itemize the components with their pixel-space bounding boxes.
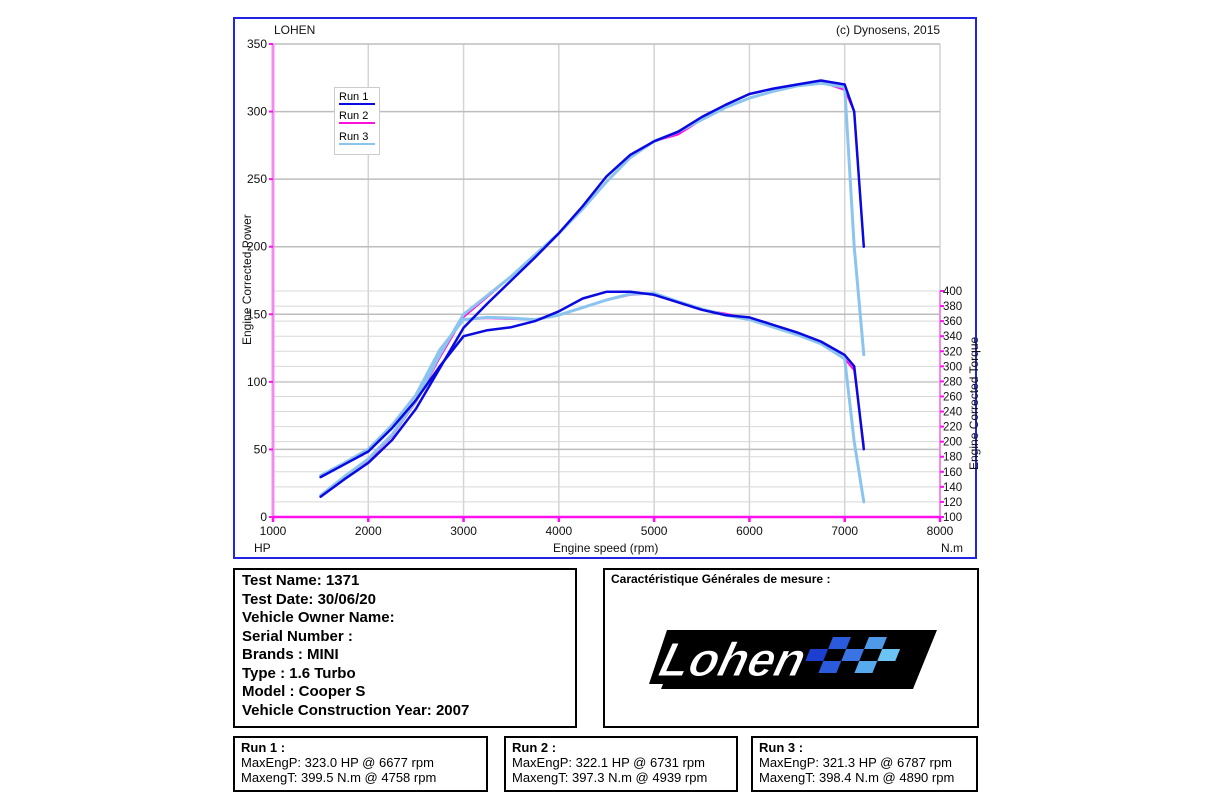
x-tick-label: 3000: [450, 524, 477, 538]
run-3-max-torque: MaxengT: 398.4 N.m @ 4890 rpm: [759, 770, 955, 785]
serial-number: Serial Number :: [242, 627, 353, 645]
y-left-tick-label: 0: [260, 510, 267, 524]
x-tick-label: 2000: [355, 524, 382, 538]
y-right-tick-label: 120: [943, 497, 962, 509]
x-tick-label: 1000: [260, 524, 287, 538]
y-right-tick-label: 240: [943, 407, 962, 419]
run-1-max-power: MaxEngP: 323.0 HP @ 6677 rpm: [241, 755, 434, 770]
copyright: (c) Dynosens, 2015: [836, 23, 941, 37]
logo-text: Lohen: [654, 634, 811, 687]
y-left-tick-label: 300: [247, 105, 267, 119]
y-right-tick-label: 220: [943, 422, 962, 434]
x-axis-label: Engine speed (rpm): [553, 541, 659, 555]
x-tick-label: 5000: [641, 524, 668, 538]
test-date: Test Date: 30/06/20: [242, 590, 376, 608]
x-tick-label: 4000: [546, 524, 573, 538]
y-right-tick-label: 360: [943, 316, 962, 328]
run-2-max-torque: MaxengT: 397.3 N.m @ 4939 rpm: [512, 770, 708, 785]
left-unit-label: HP: [254, 541, 271, 555]
y-left-tick-label: 350: [247, 37, 267, 51]
legend: Run 1 Run 2 Run 3: [334, 87, 380, 155]
run-2-title: Run 2 :: [512, 740, 557, 755]
run-3-max-power: MaxEngP: 321.3 HP @ 6787 rpm: [759, 755, 952, 770]
construction-year: Vehicle Construction Year: 2007: [242, 701, 470, 719]
chart-frame: [233, 17, 977, 559]
x-tick-label: 8000: [927, 524, 954, 538]
run-1-summary: Run 1 : MaxEngP: 323.0 HP @ 6677 rpm Max…: [233, 736, 488, 792]
y-right-tick-label: 400: [943, 286, 962, 298]
series-line: [319, 291, 866, 504]
y-right-axis-label: Engine Corrected Torque: [967, 336, 981, 470]
general-info-box: Caractéristique Générales de mesure : Lo…: [603, 568, 979, 728]
run-2-summary: Run 2 : MaxEngP: 322.1 HP @ 6731 rpm Max…: [504, 736, 738, 792]
x-tick-label: 7000: [831, 524, 858, 538]
vehicle-type: Type : 1.6 Turbo: [242, 664, 356, 682]
chart-title: LOHEN: [274, 23, 316, 37]
y-left-tick-label: 200: [247, 240, 267, 254]
right-unit-label: N.m: [941, 541, 963, 555]
y-right-tick-label: 380: [943, 301, 962, 313]
series-line: [319, 81, 866, 497]
y-left-tick-label: 100: [247, 375, 267, 389]
y-right-tick-label: 140: [943, 482, 962, 494]
run-1-max-torque: MaxengT: 399.5 N.m @ 4758 rpm: [241, 770, 437, 785]
legend-item-run-1: Run 1: [339, 91, 375, 105]
y-right-tick-label: 340: [943, 331, 962, 343]
legend-item-run-2: Run 2: [339, 110, 375, 124]
owner-name: Vehicle Owner Name:: [242, 609, 395, 626]
y-right-tick-label: 180: [943, 452, 962, 464]
y-right-tick-label: 160: [943, 467, 962, 479]
legend-item-run-3: Run 3: [339, 131, 375, 145]
run-2-max-power: MaxEngP: 322.1 HP @ 6731 rpm: [512, 755, 705, 770]
x-tick-label: 6000: [736, 524, 763, 538]
test-info-box: Test Name: 1371 Test Date: 30/06/20 Vehi…: [233, 568, 577, 728]
y-right-tick-label: 260: [943, 391, 962, 403]
y-right-tick-label: 280: [943, 376, 962, 388]
y-right-tick-label: 100: [943, 512, 962, 524]
brand: Brands : MINI: [242, 646, 339, 663]
test-name: Test Name: 1371: [242, 572, 360, 589]
dyno-plot: 0 50 100 150 200 250 300 350 100 120 140 160 180 200 2…: [247, 37, 962, 538]
y-left-tick-label: 150: [247, 307, 267, 321]
y-right-tick-label: 320: [943, 346, 962, 358]
run-1-title: Run 1 :: [241, 740, 286, 755]
y-left-axis-label: Engine Corrected Power: [240, 214, 254, 345]
y-left-tick-label: 250: [247, 172, 267, 186]
series-line: [319, 80, 865, 497]
vehicle-model: Model : Cooper S: [242, 683, 366, 700]
y-left-tick-label: 50: [254, 442, 268, 456]
y-right-tick-label: 200: [943, 437, 962, 449]
y-right-tick-label: 300: [943, 361, 962, 373]
general-title: Caractéristique Générales de mesure :: [611, 572, 831, 586]
run-3-summary: Run 3 : MaxEngP: 321.3 HP @ 6787 rpm Max…: [751, 736, 978, 792]
series-line: [319, 290, 866, 479]
lohen-logo: Lohen: [649, 630, 937, 689]
series-line: [319, 79, 866, 498]
run-3-title: Run 3 :: [759, 740, 804, 755]
